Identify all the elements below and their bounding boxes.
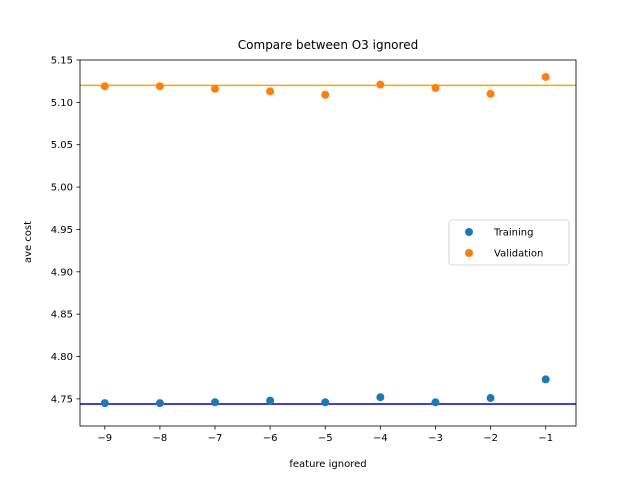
- point-validation-1: [155, 82, 164, 91]
- x-axis-title: feature ignored: [289, 459, 366, 470]
- legend-box: [448, 219, 570, 266]
- point-validation-4: [321, 90, 330, 99]
- legend-marker-training: [465, 228, 473, 236]
- y-tick-label-7: 5.10: [51, 98, 73, 109]
- y-tick-label-0: 4.75: [51, 394, 73, 405]
- y-tick-label-5: 5.00: [51, 183, 73, 194]
- x-tick-label-0: −9: [97, 433, 112, 444]
- x-tick-label-5: −4: [373, 433, 388, 444]
- point-training-5: [376, 393, 385, 402]
- legend-label-validation: Validation: [494, 249, 543, 260]
- y-tick-label-2: 4.85: [51, 310, 73, 321]
- x-tick-label-1: −8: [153, 433, 168, 444]
- x-tick-label-6: −3: [428, 433, 443, 444]
- y-axis-title: ave cost: [23, 221, 34, 263]
- x-tick-label-8: −1: [538, 433, 553, 444]
- point-validation-3: [266, 87, 275, 96]
- point-validation-7: [486, 89, 495, 98]
- x-tick-label-7: −2: [483, 433, 498, 444]
- point-training-6: [431, 398, 440, 407]
- point-validation-0: [100, 82, 109, 91]
- point-training-3: [266, 396, 275, 405]
- point-training-0: [100, 399, 109, 408]
- axes-frame: [79, 59, 577, 427]
- y-tick-label-8: 5.15: [51, 56, 73, 67]
- y-tick-label-4: 4.95: [51, 225, 73, 236]
- x-tick-label-3: −6: [263, 433, 278, 444]
- point-training-4: [321, 398, 330, 407]
- y-tick-label-3: 4.90: [51, 267, 73, 278]
- point-validation-8: [541, 72, 550, 81]
- chart-title: Compare between O3 ignored: [238, 38, 418, 52]
- point-training-1: [155, 399, 164, 408]
- legend-label-training: Training: [493, 228, 533, 239]
- y-tick-label-6: 5.05: [51, 140, 73, 151]
- plot-area: −9 −8 −7 −6 −5 −4 −3 −2 −1 4.75 4.80 4.85 4.90 4.95 5.…: [51, 56, 577, 444]
- point-validation-5: [376, 80, 385, 89]
- point-training-2: [211, 398, 220, 407]
- point-training-8: [541, 375, 550, 384]
- point-validation-2: [211, 84, 220, 93]
- legend: Training Validation: [448, 219, 570, 266]
- x-tick-label-4: −5: [318, 433, 333, 444]
- legend-marker-validation: [465, 249, 473, 257]
- x-tick-label-2: −7: [208, 433, 223, 444]
- point-validation-6: [431, 83, 440, 92]
- y-tick-label-1: 4.80: [51, 352, 73, 363]
- point-training-7: [486, 394, 495, 403]
